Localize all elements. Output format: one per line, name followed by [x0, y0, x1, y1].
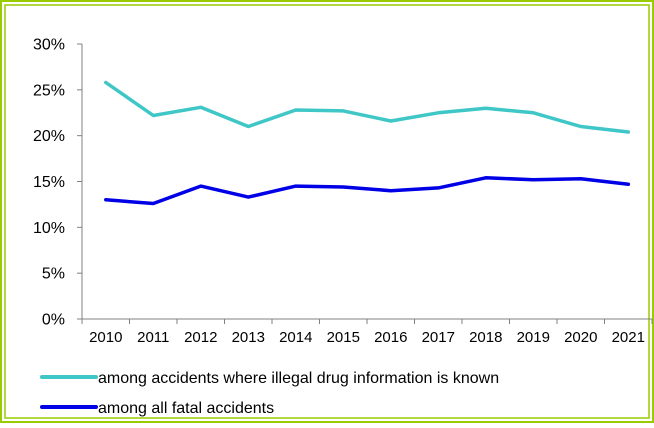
x-tick-label: 2011 — [137, 329, 169, 346]
x-tick-label: 2015 — [327, 329, 360, 346]
x-tick-label: 2020 — [564, 329, 597, 346]
x-tick-label: 2021 — [612, 329, 645, 346]
x-axis-ticks: 2010 2011 2012 2013 2014 2015 2016 2017 2018 2019… — [81, 319, 653, 346]
x-tick-label: 2013 — [232, 329, 265, 346]
x-tick-label: 2016 — [374, 329, 407, 346]
series-lines — [104, 80, 631, 206]
series-line-2 — [104, 176, 631, 206]
y-tick-label: 20% — [33, 128, 65, 145]
y-tick-label: 0% — [42, 312, 65, 329]
x-tick-label: 2017 — [422, 329, 455, 346]
chart-inner-border — [4, 4, 650, 419]
x-tick-label: 2010 — [89, 329, 122, 346]
x-tick-label: 2012 — [184, 329, 217, 346]
series-line-1 — [104, 80, 631, 134]
x-tick-label: 2019 — [517, 329, 550, 346]
y-tick-label: 10% — [33, 220, 65, 237]
legend-label: among all fatal accidents — [98, 400, 274, 417]
axes — [81, 44, 652, 320]
legend-label: among accidents where illegal drug infor… — [98, 370, 499, 387]
y-axis-ticks: 0% 5% 10% 15% 20% 25% 30% — [33, 37, 82, 329]
y-tick-label: 25% — [33, 82, 65, 99]
legend: among accidents where illegal drug infor… — [40, 370, 499, 417]
x-tick-label: 2014 — [279, 329, 312, 346]
y-tick-label: 30% — [33, 37, 65, 54]
x-tick-label: 2018 — [469, 329, 502, 346]
y-tick-label: 5% — [42, 266, 65, 283]
y-tick-label: 15% — [33, 174, 65, 191]
